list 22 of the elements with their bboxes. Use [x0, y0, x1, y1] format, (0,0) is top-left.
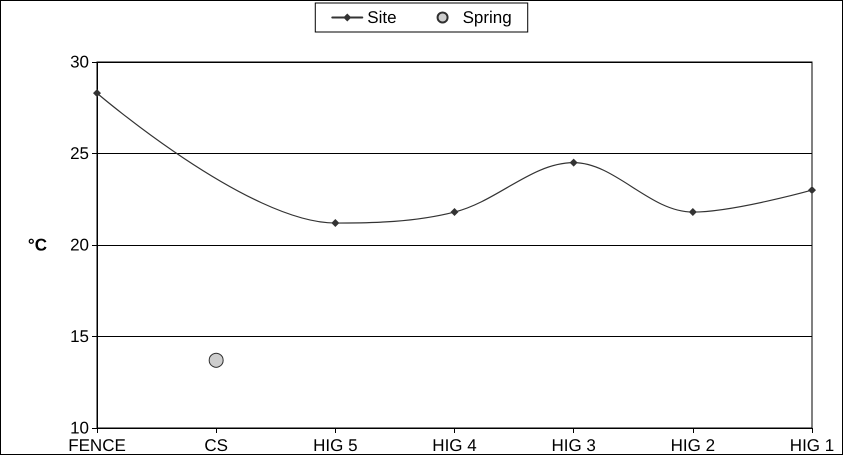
x-tick-label: HIG 5: [313, 436, 358, 455]
y-tick-label: 25: [70, 144, 89, 163]
x-tick-label: CS: [204, 436, 228, 455]
x-tick-label: HIG 3: [551, 436, 596, 455]
legend-label: Site: [367, 8, 397, 27]
point: [808, 186, 816, 194]
y-tick-label: 20: [70, 236, 89, 254]
point: [208, 352, 224, 368]
legend-label: Spring: [462, 8, 512, 27]
y-tick-label: 15: [70, 327, 89, 346]
point: [688, 208, 697, 216]
point: [570, 158, 578, 167]
x-tick-label: HIG 1: [790, 436, 834, 455]
y-tick-label: 10: [70, 418, 89, 438]
x-tick-label: HIG 2: [670, 436, 716, 455]
y-tick-label: 30: [70, 52, 89, 72]
y-axis-title: °C: [28, 236, 47, 254]
point: [331, 219, 340, 228]
point: [93, 89, 101, 98]
point: [450, 208, 458, 216]
x-tick-label: FENCE: [68, 436, 126, 455]
x-tick-label: HIG 4: [432, 436, 477, 455]
